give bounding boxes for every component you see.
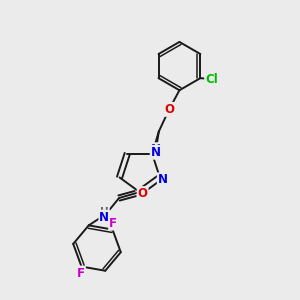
Text: N: N [151, 146, 161, 159]
Text: N: N [158, 173, 168, 186]
Text: F: F [77, 266, 85, 280]
Text: Cl: Cl [205, 73, 218, 86]
Text: H: H [100, 207, 109, 217]
Text: F: F [109, 217, 117, 230]
Text: N: N [99, 211, 110, 224]
Text: O: O [164, 103, 174, 116]
Text: N: N [151, 143, 161, 156]
Text: O: O [138, 187, 148, 200]
